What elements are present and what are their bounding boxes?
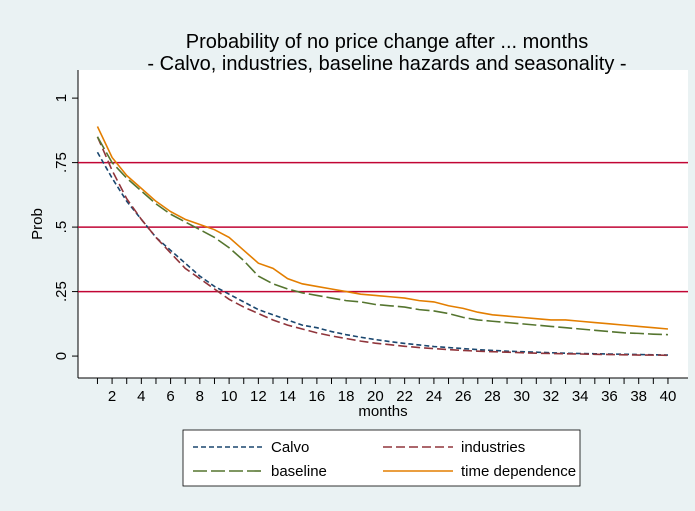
x-tick-label: 28 xyxy=(484,388,501,405)
x-tick-label: 40 xyxy=(660,388,677,405)
x-tick-label: 10 xyxy=(221,388,238,405)
x-tick-label: 38 xyxy=(630,388,647,405)
y-tick-label: .25 xyxy=(53,281,70,302)
x-tick-label: 20 xyxy=(367,388,384,405)
y-tick-label: 1 xyxy=(53,94,70,102)
x-tick-label: 12 xyxy=(250,388,267,405)
chart-title: Probability of no price change after ...… xyxy=(186,31,588,53)
y-tick-label: 0 xyxy=(53,352,70,360)
series-line xyxy=(96,136,668,357)
x-tick-label: 26 xyxy=(455,388,472,405)
x-tick-label: 32 xyxy=(543,388,560,405)
x-tick-label: 2 xyxy=(108,388,116,405)
legend xyxy=(182,429,581,487)
plot-area xyxy=(78,70,688,378)
x-tick-label: 24 xyxy=(426,388,443,405)
series-line xyxy=(96,126,669,330)
x-tick-label: 18 xyxy=(338,388,355,405)
x-axis-label: months xyxy=(358,403,407,420)
y-tick-label: .5 xyxy=(53,221,70,234)
x-tick-label: 22 xyxy=(396,388,413,405)
x-tick-label: 16 xyxy=(309,388,326,405)
chart-subtitle: - Calvo, industries, baseline hazards an… xyxy=(147,53,626,75)
x-tick-label: 6 xyxy=(166,388,174,405)
legend-label: industries xyxy=(461,439,525,456)
legend-label: Calvo xyxy=(271,439,309,456)
x-tick-label: 34 xyxy=(572,388,589,405)
legend-label: baseline xyxy=(271,463,327,480)
x-tick-label: 4 xyxy=(137,388,145,405)
y-axis-label: Prob xyxy=(29,208,46,240)
legend-label: time dependence xyxy=(461,463,576,480)
x-tick-label: 8 xyxy=(196,388,204,405)
x-tick-label: 36 xyxy=(601,388,618,405)
x-tick-label: 14 xyxy=(279,388,296,405)
y-tick-label: .75 xyxy=(53,152,70,173)
series-line xyxy=(96,136,668,336)
x-tick-label: 30 xyxy=(513,388,530,405)
